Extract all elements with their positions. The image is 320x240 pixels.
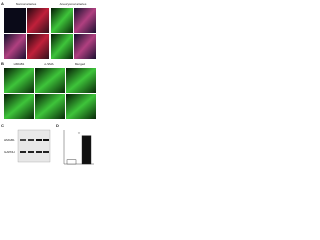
bar xyxy=(81,135,92,165)
significance: ** xyxy=(78,131,81,135)
column-header: Merged xyxy=(75,62,86,66)
micrographs-a xyxy=(4,8,96,59)
panel-label: D xyxy=(56,123,59,128)
micrographs-b xyxy=(4,68,96,119)
figure: A Normal arteries Aneurysmal arteries B … xyxy=(1,1,96,165)
column-header: α-SMA xyxy=(44,62,53,66)
panel-label: C xyxy=(1,123,4,128)
column-header: HMGB1 xyxy=(14,62,25,66)
blot-row-label: HMGB1 xyxy=(4,138,15,142)
panel-label: A xyxy=(1,1,4,6)
column-header: Normal arteries xyxy=(16,2,37,6)
bar xyxy=(66,159,77,165)
column-header: Aneurysmal arteries xyxy=(60,2,87,6)
western-blot xyxy=(17,129,51,163)
panel-label: B xyxy=(1,61,4,66)
blot-row-label: GAPDH xyxy=(4,150,15,154)
